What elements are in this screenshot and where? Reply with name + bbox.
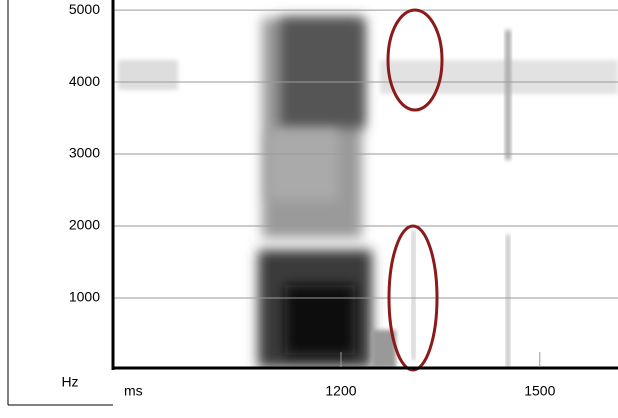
x-tick-label: 1200 xyxy=(325,383,356,399)
y-tick-label: 3000 xyxy=(69,145,100,161)
x-axis-label: ms xyxy=(124,383,143,399)
annotation-ellipse xyxy=(386,8,444,112)
spectrogram-image xyxy=(118,18,618,368)
y-tick-label: 1000 xyxy=(69,289,100,305)
y-tick-label: 4000 xyxy=(69,73,100,89)
x-tick-label: 1500 xyxy=(524,383,555,399)
annotation-ellipse xyxy=(387,224,439,372)
y-tick-label: 2000 xyxy=(69,217,100,233)
y-axis-label: Hz xyxy=(61,374,78,390)
y-tick-label: 5000 xyxy=(69,1,100,17)
grid xyxy=(113,9,618,299)
